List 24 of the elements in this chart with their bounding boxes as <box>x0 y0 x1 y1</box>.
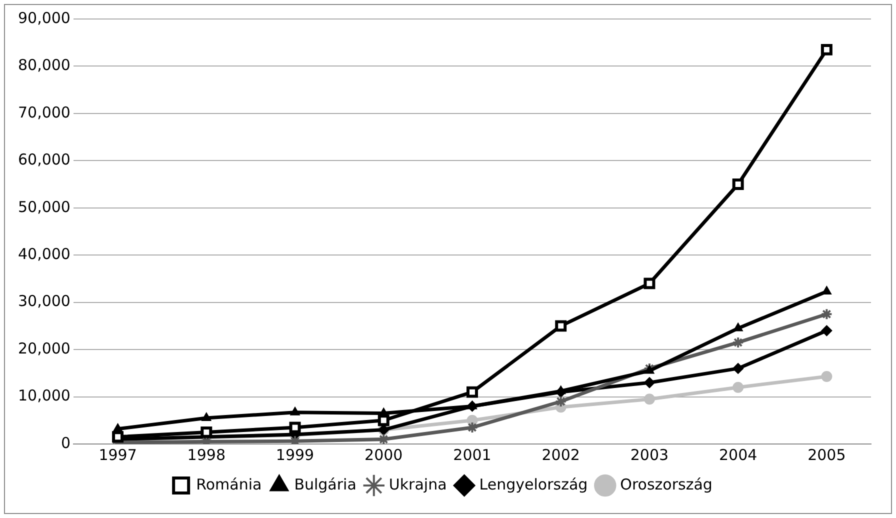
legend-label: Oroszország <box>620 475 712 494</box>
x-tick-label: 2002 <box>542 446 580 464</box>
y-tick-label: 70,000 <box>18 103 70 122</box>
legend-label: Ukrajna <box>388 475 447 494</box>
y-tick-label: 10,000 <box>18 386 70 405</box>
y-tick-label: 20,000 <box>18 339 70 358</box>
x-tick-label: 1997 <box>98 446 137 464</box>
y-tick-label: 0 <box>60 434 70 452</box>
x-tick-label: 2001 <box>453 446 492 464</box>
y-tick-label: 90,000 <box>18 8 70 27</box>
x-tick-label: 1998 <box>187 446 226 464</box>
y-tick-label: 80,000 <box>18 56 70 74</box>
legend-label: Románia <box>196 475 262 494</box>
y-tick-label: 60,000 <box>18 150 70 169</box>
x-tick-label: 2003 <box>630 446 669 464</box>
legend-label: Lengyelország <box>479 475 588 494</box>
x-tick-label: 2005 <box>808 446 846 464</box>
y-tick-label: 40,000 <box>18 245 70 263</box>
y-tick-label: 30,000 <box>18 292 70 310</box>
x-tick-label: 2004 <box>718 446 758 464</box>
x-tick-label: 2000 <box>364 446 403 464</box>
y-tick-label: 50,000 <box>18 198 70 216</box>
legend-label: Bulgária <box>294 475 356 494</box>
x-tick-label: 1999 <box>276 446 314 464</box>
